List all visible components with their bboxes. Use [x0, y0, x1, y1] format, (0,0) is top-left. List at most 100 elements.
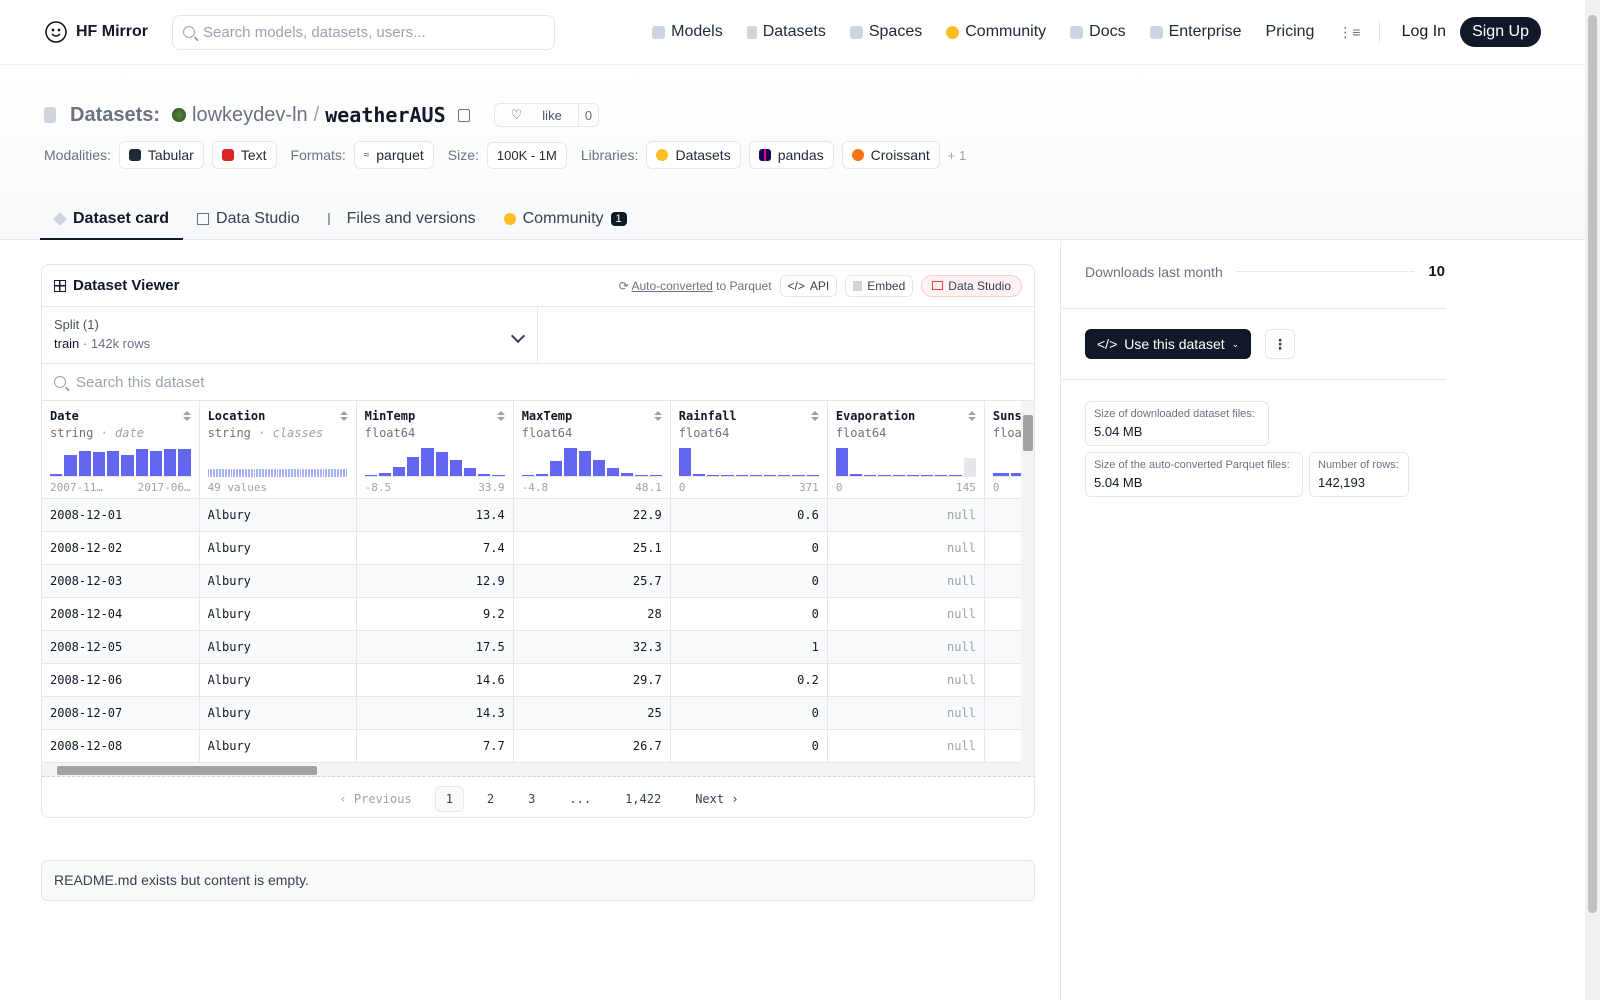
table-cell[interactable]: 0.6	[670, 498, 828, 532]
table-cell[interactable]: Albury	[199, 630, 357, 664]
global-search-input[interactable]: Search models, datasets, users...	[172, 14, 555, 50]
sort-icon[interactable]	[182, 411, 191, 421]
table-cell[interactable]: 28	[513, 597, 671, 631]
table-cell[interactable]: 1	[670, 630, 828, 664]
tab-files[interactable]: Files and versions	[314, 200, 490, 240]
tag-text[interactable]: Text	[211, 141, 277, 169]
table-cell[interactable]: 0	[670, 696, 828, 730]
table-cell[interactable]	[984, 597, 1021, 631]
page-1[interactable]: 1	[434, 785, 464, 812]
nav-community[interactable]: Community	[934, 23, 1058, 41]
table-cell[interactable]: 25.1	[513, 531, 671, 565]
auto-converted-link[interactable]: Auto-converted	[631, 278, 713, 293]
tag-parquet[interactable]: ≈ parquet	[353, 141, 434, 169]
table-cell[interactable]: null	[827, 597, 985, 631]
embed-button[interactable]: Embed	[845, 274, 914, 297]
prev-page-button[interactable]: ‹ Previous	[339, 791, 412, 806]
copy-icon[interactable]	[457, 108, 470, 122]
owner-link[interactable]: lowkeydev-ln	[192, 103, 308, 126]
dataset-search-input[interactable]: Search this dataset	[42, 364, 1034, 401]
column-header-location[interactable]: Location string · classes 49 values	[199, 401, 357, 499]
sort-icon[interactable]	[967, 411, 976, 421]
more-options-button[interactable]: ⋮	[1265, 329, 1295, 359]
column-header-sunshine[interactable]: Sunshine float64 0	[984, 401, 1021, 499]
page-last[interactable]: 1,422	[625, 791, 662, 806]
vertical-scrollbar[interactable]	[1021, 401, 1034, 763]
breadcrumb-datasets[interactable]: Datasets:	[70, 103, 161, 126]
table-cell[interactable]: 2008-12-08	[42, 729, 200, 763]
table-cell[interactable]: 2008-12-07	[42, 696, 200, 730]
table-cell[interactable]: null	[827, 531, 985, 565]
table-cell[interactable]	[984, 531, 1021, 565]
nav-enterprise[interactable]: Enterprise	[1138, 23, 1254, 41]
table-cell[interactable]	[984, 630, 1021, 664]
nav-pricing[interactable]: Pricing	[1254, 23, 1327, 41]
table-cell[interactable]: Albury	[199, 597, 357, 631]
tag-size[interactable]: 100K - 1M	[486, 141, 567, 169]
table-row[interactable]: 2008-12-05 Albury 17.5 32.3 1 null	[42, 630, 1021, 664]
table-cell[interactable]: 0	[670, 597, 828, 631]
table-cell[interactable]: 0.2	[670, 663, 828, 697]
signup-button[interactable]: Sign Up	[1460, 17, 1541, 47]
column-header-mintemp[interactable]: MinTemp float64 -8.5 33.9	[356, 401, 514, 499]
table-cell[interactable]: 25	[513, 696, 671, 730]
sort-icon[interactable]	[653, 411, 662, 421]
tag-datasets-lib[interactable]: Datasets	[646, 141, 741, 169]
table-cell[interactable]: 2008-12-05	[42, 630, 200, 664]
data-studio-button[interactable]: Data Studio	[921, 274, 1022, 297]
table-cell[interactable]: Albury	[199, 663, 357, 697]
table-cell[interactable]: 32.3	[513, 630, 671, 664]
table-cell[interactable]: Albury	[199, 498, 357, 532]
brand-logo[interactable]: HF Mirror	[44, 20, 148, 44]
column-header-evaporation[interactable]: Evaporation float64 0 145	[827, 401, 985, 499]
table-row[interactable]: 2008-12-03 Albury 12.9 25.7 0 null	[42, 564, 1021, 598]
table-row[interactable]: 2008-12-08 Albury 7.7 26.7 0 null	[42, 729, 1021, 763]
horizontal-scrollbar[interactable]	[42, 763, 1034, 777]
table-cell[interactable]: 7.7	[356, 729, 514, 763]
tag-tabular[interactable]: Tabular	[118, 141, 204, 169]
page-2[interactable]: 2	[486, 791, 495, 806]
login-button[interactable]: Log In	[1401, 23, 1447, 40]
nav-docs[interactable]: Docs	[1058, 23, 1137, 41]
table-cell[interactable]	[984, 696, 1021, 730]
nav-datasets[interactable]: Datasets	[735, 23, 838, 41]
more-menu-icon[interactable]: ⋮≡	[1338, 23, 1361, 40]
api-button[interactable]: </> API	[779, 274, 838, 297]
table-cell[interactable]: 2008-12-01	[42, 498, 200, 532]
table-cell[interactable]: 2008-12-03	[42, 564, 200, 598]
table-cell[interactable]: null	[827, 696, 985, 730]
nav-spaces[interactable]: Spaces	[838, 23, 934, 41]
table-cell[interactable]	[984, 498, 1021, 532]
table-row[interactable]: 2008-12-04 Albury 9.2 28 0 null	[42, 597, 1021, 631]
table-cell[interactable]: 7.4	[356, 531, 514, 565]
tag-pandas[interactable]: pandas	[748, 141, 834, 169]
vertical-scroll-thumb[interactable]	[1023, 415, 1033, 451]
next-page-button[interactable]: Next ›	[695, 791, 739, 806]
table-cell[interactable]: 0	[670, 564, 828, 598]
column-header-date[interactable]: Date string · date 2007-11… 2017-06…	[42, 401, 200, 499]
more-libraries[interactable]: + 1	[947, 147, 967, 163]
table-cell[interactable]: 2008-12-02	[42, 531, 200, 565]
table-row[interactable]: 2008-12-06 Albury 14.6 29.7 0.2 null	[42, 663, 1021, 697]
table-cell[interactable]: Albury	[199, 564, 357, 598]
split-select[interactable]: Split (1) train · 142k rows	[42, 307, 538, 363]
table-cell[interactable]: null	[827, 729, 985, 763]
table-row[interactable]: 2008-12-01 Albury 13.4 22.9 0.6 null	[42, 498, 1021, 532]
table-cell[interactable]: 14.3	[356, 696, 514, 730]
table-row[interactable]: 2008-12-02 Albury 7.4 25.1 0 null	[42, 531, 1021, 565]
table-cell[interactable]: Albury	[199, 531, 357, 565]
column-header-rainfall[interactable]: Rainfall float64 0 371	[670, 401, 828, 499]
table-cell[interactable]: null	[827, 564, 985, 598]
tag-croissant[interactable]: Croissant	[841, 141, 940, 169]
table-cell[interactable]: 13.4	[356, 498, 514, 532]
table-cell[interactable]	[984, 564, 1021, 598]
table-cell[interactable]: 22.9	[513, 498, 671, 532]
tab-dataset-card[interactable]: Dataset card	[40, 200, 184, 240]
table-cell[interactable]: 29.7	[513, 663, 671, 697]
table-cell[interactable]: Albury	[199, 729, 357, 763]
sort-icon[interactable]	[810, 411, 819, 421]
page-3[interactable]: 3	[528, 791, 536, 806]
like-button[interactable]: ♡ like 0	[493, 103, 600, 127]
nav-models[interactable]: Models	[640, 23, 735, 41]
table-cell[interactable]: 9.2	[356, 597, 514, 631]
